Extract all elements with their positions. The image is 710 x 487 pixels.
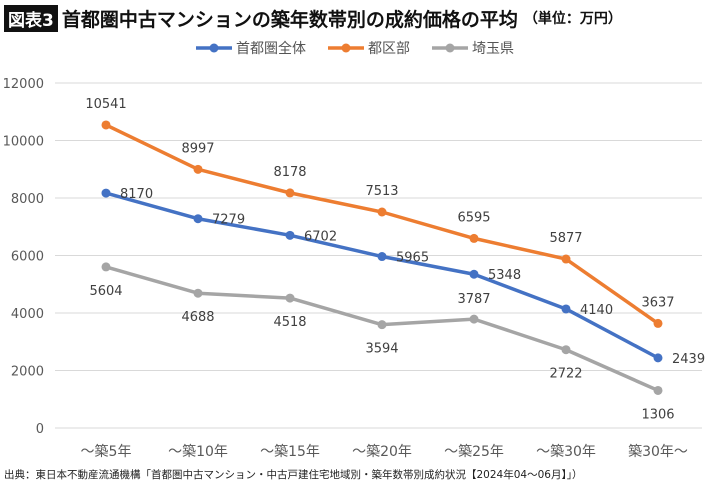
data-point	[653, 353, 663, 363]
y-tick-label: 8000	[11, 192, 44, 207]
data-point	[469, 233, 479, 243]
series-line	[105, 191, 659, 360]
data-point	[469, 314, 479, 324]
y-tick-label: 6000	[11, 250, 44, 265]
data-label: 4140	[580, 303, 613, 318]
legend-label: 埼玉県	[472, 41, 514, 57]
legend-item: 都区部	[328, 38, 410, 58]
data-label: 2439	[672, 352, 705, 367]
data-label: 7513	[365, 184, 398, 199]
x-tick-label: 築30年～	[628, 444, 688, 460]
title-text: 首都圏中古マンションの築年数帯別の成約価格の平均	[61, 8, 518, 31]
data-point	[101, 262, 111, 272]
data-label: 4688	[181, 310, 214, 325]
data-point	[561, 254, 571, 264]
data-point	[377, 252, 387, 262]
data-label: 4518	[273, 315, 306, 330]
data-label: 6702	[304, 229, 337, 244]
data-point	[193, 164, 203, 174]
data-point	[377, 207, 387, 217]
data-label: 5965	[396, 251, 429, 266]
data-point	[193, 214, 203, 224]
legend-marker-icon	[432, 43, 468, 53]
data-point	[285, 188, 295, 198]
data-label: 3787	[457, 292, 490, 307]
data-point	[285, 293, 295, 303]
data-point	[377, 320, 387, 330]
data-label: 1306	[641, 407, 674, 422]
y-tick-label: 12000	[3, 77, 44, 92]
data-point	[193, 288, 203, 298]
data-point	[285, 230, 295, 240]
data-label: 7279	[212, 213, 245, 228]
y-tick-label: 0	[36, 422, 44, 437]
data-label: 8170	[120, 187, 153, 202]
data-label: 6595	[457, 210, 490, 225]
y-tick-label: 4000	[11, 307, 44, 322]
legend-label: 首都圏全体	[236, 41, 306, 57]
data-label: 8997	[181, 141, 214, 156]
data-label: 8178	[273, 165, 306, 180]
data-point	[653, 318, 663, 328]
y-tick-label: 10000	[3, 135, 44, 150]
data-point	[653, 385, 663, 395]
x-tick-label: ～築25年	[444, 444, 504, 460]
legend-label: 都区部	[368, 41, 410, 57]
data-label: 5604	[89, 284, 122, 299]
chart-title: 図表3 首都圏中古マンションの築年数帯別の成約価格の平均 （単位：万円）	[4, 4, 622, 32]
y-tick-label: 2000	[11, 365, 44, 380]
legend-marker-icon	[196, 43, 232, 53]
data-point	[101, 120, 111, 130]
data-label: 5348	[488, 268, 521, 283]
data-label: 3637	[641, 295, 674, 310]
x-tick-label: ～築10年	[168, 444, 228, 460]
x-tick-label: ～築5年	[81, 444, 132, 460]
data-point	[561, 345, 571, 355]
data-point	[469, 269, 479, 279]
data-point	[101, 188, 111, 198]
x-tick-label: ～築20年	[352, 444, 412, 460]
legend-item: 首都圏全体	[196, 38, 306, 58]
legend-marker-icon	[328, 43, 364, 53]
x-tick-label: ～築30年	[536, 444, 596, 460]
data-label: 2722	[549, 367, 582, 382]
legend: 首都圏全体 都区部 埼玉県	[0, 38, 710, 58]
data-label: 5877	[549, 231, 582, 246]
figure-badge: 図表3	[4, 4, 58, 32]
unit-label: （単位：万円）	[523, 11, 622, 27]
legend-item: 埼玉県	[432, 38, 514, 58]
data-point	[561, 304, 571, 314]
data-label: 10541	[85, 97, 126, 112]
source-note: 出典：東日本不動産流通機構「首都圏中古マンション・中古戸建住宅地域別・築年数帯別…	[4, 469, 583, 481]
data-label: 3594	[365, 342, 398, 357]
x-tick-label: ～築15年	[260, 444, 320, 460]
